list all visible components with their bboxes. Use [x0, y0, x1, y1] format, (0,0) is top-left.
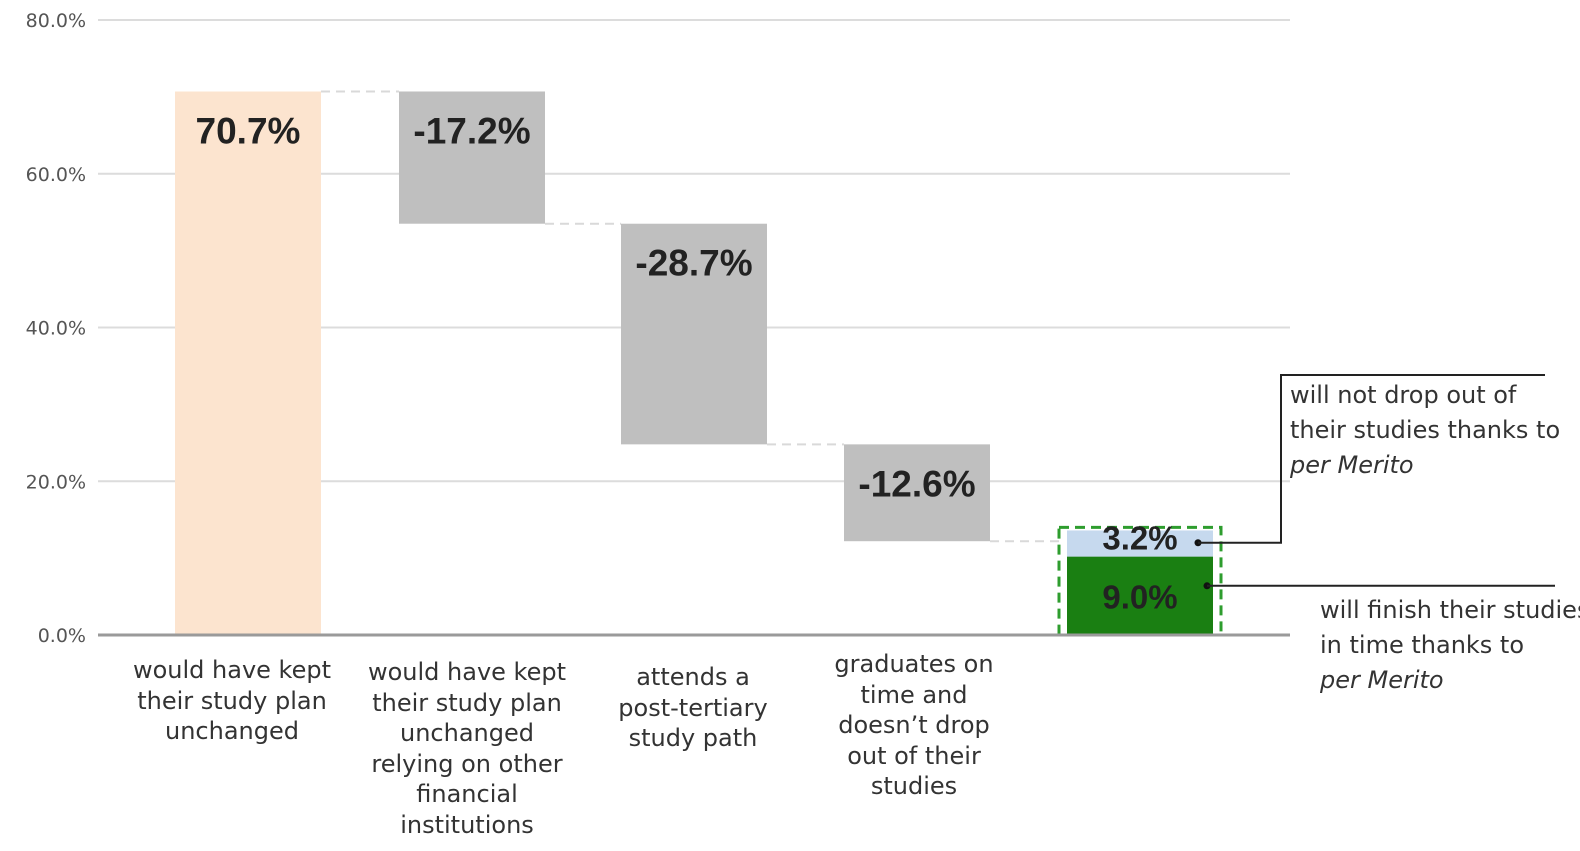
category-line: time and	[860, 680, 968, 709]
category-line: doesn’t drop	[838, 711, 990, 739]
category-label: would have kept their study plan unchang…	[110, 655, 354, 747]
annotation-emphasis: per Merito	[1290, 451, 1414, 479]
category-label: graduates on time and doesn’t drop out o…	[812, 649, 1016, 802]
annotation-line: in time thanks to	[1320, 631, 1525, 659]
highlight-box	[1057, 525, 1223, 637]
category-line: graduates on	[834, 650, 994, 678]
bar-value-label: 70.7%	[196, 110, 301, 151]
category-line: would have kept	[367, 658, 567, 686]
annotation-dropout: will not drop out of their studies thank…	[1290, 378, 1560, 483]
category-line: financial	[416, 780, 518, 808]
stacked-segment	[1067, 556, 1213, 635]
annotation-leader	[1198, 374, 1545, 544]
category-line: unchanged	[165, 717, 299, 745]
waterfall-bar	[175, 91, 321, 635]
waterfall-bar	[844, 444, 990, 542]
category-line: studies	[870, 772, 958, 800]
category-line: relying on other	[371, 749, 563, 778]
y-tick-label: 80.0%	[26, 10, 86, 32]
bar-value-label: -12.6%	[858, 463, 975, 504]
category-line: institutions	[400, 810, 534, 839]
y-tick-label: 40.0%	[26, 318, 86, 340]
category-line: their study plan	[137, 686, 327, 715]
annotation-line: will not drop out of	[1290, 381, 1517, 409]
bar-value-label: -17.2%	[413, 110, 530, 151]
y-tick-label: 0.0%	[38, 625, 86, 647]
bar-value-label: -28.7%	[635, 243, 752, 284]
category-line: would have kept	[132, 656, 332, 684]
y-tick-label: 20.0%	[26, 471, 86, 493]
category-line: post-tertiary	[618, 693, 768, 722]
category-label: would have kept their study plan unchang…	[340, 657, 594, 840]
stacked-segment	[1067, 530, 1213, 557]
category-line: unchanged	[400, 719, 534, 747]
category-line: their study plan	[372, 688, 562, 717]
waterfall-bar	[621, 223, 767, 445]
bar-value-label: 3.2%	[1102, 520, 1177, 557]
category-label: attends a post-tertiary study path	[596, 662, 790, 754]
category-line: study path	[628, 724, 758, 752]
annotation-emphasis: per Merito	[1320, 666, 1444, 694]
annotation-line: their studies thanks to	[1290, 416, 1561, 444]
category-line: attends a	[636, 663, 750, 691]
y-tick-label: 60.0%	[26, 164, 86, 186]
bar-value-label: 9.0%	[1102, 579, 1177, 616]
annotation-line: will finish their studies	[1320, 596, 1580, 624]
annotation-finish-on-time: will finish their studies in time thanks…	[1320, 593, 1580, 698]
waterfall-bar	[399, 91, 545, 224]
category-line: out of their	[847, 741, 981, 770]
